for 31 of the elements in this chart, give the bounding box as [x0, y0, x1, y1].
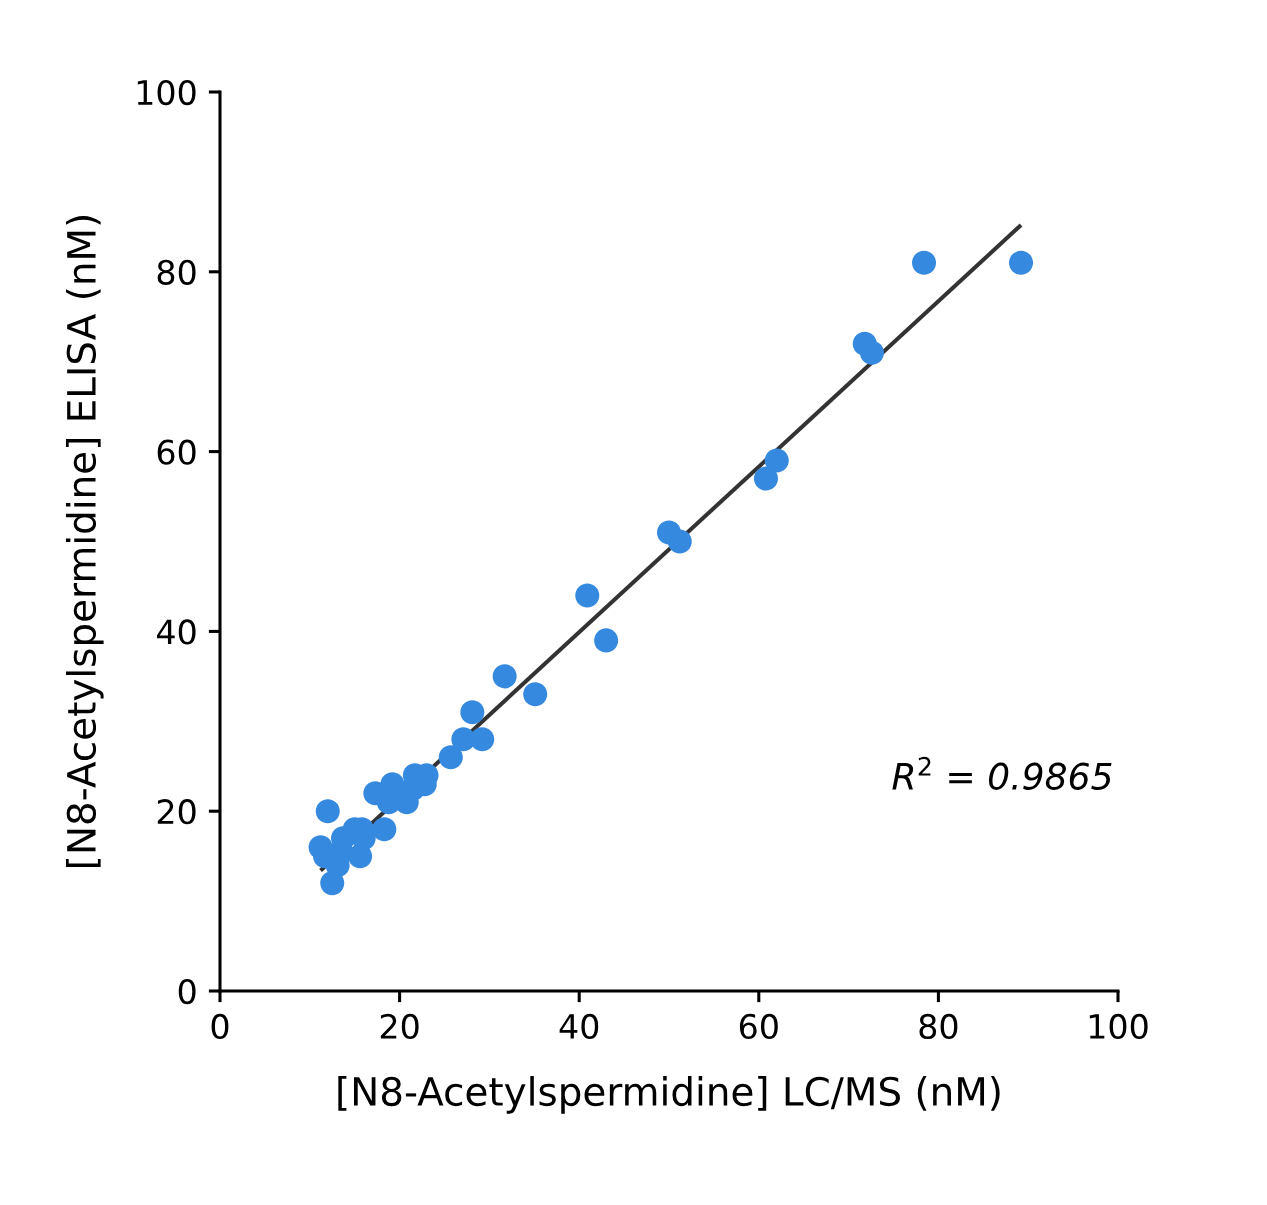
point — [492, 664, 517, 689]
point — [470, 727, 495, 752]
point — [1008, 250, 1034, 275]
point — [315, 799, 340, 824]
point — [594, 628, 619, 653]
y-tick-label: 60 — [157, 439, 196, 465]
x-tick-label: 0 — [211, 1013, 229, 1040]
y-tick-label: 100 — [137, 79, 196, 106]
x-tick-label: 20 — [380, 1013, 419, 1040]
x-tick-label: 80 — [919, 1013, 958, 1040]
point — [753, 466, 779, 491]
point — [575, 583, 600, 608]
point — [460, 700, 485, 725]
x-tick-label: 60 — [739, 1013, 778, 1040]
x-tick-label: 100 — [1089, 1013, 1148, 1040]
y-tick-label: 80 — [157, 259, 196, 285]
x-axis-title: [N8-Acetylspermidine] LC/MS (nM) — [338, 1076, 1000, 1114]
y-tick-label: 40 — [156, 619, 196, 645]
point — [859, 340, 884, 365]
annotation: R$^{2}$ = 0.9865 — [892, 756, 1112, 790]
point — [764, 448, 789, 473]
y-tick-label: 0 — [178, 978, 196, 1005]
point — [380, 772, 405, 797]
point — [523, 682, 548, 707]
point — [912, 250, 937, 275]
x-tick-label: 40 — [559, 1013, 599, 1040]
point — [372, 817, 397, 842]
y-tick-label: 20 — [157, 799, 196, 825]
point — [667, 529, 692, 554]
y-axis-title: [N8-Acetylspermidine] ELISA (nM) — [65, 216, 104, 867]
point — [438, 745, 463, 770]
